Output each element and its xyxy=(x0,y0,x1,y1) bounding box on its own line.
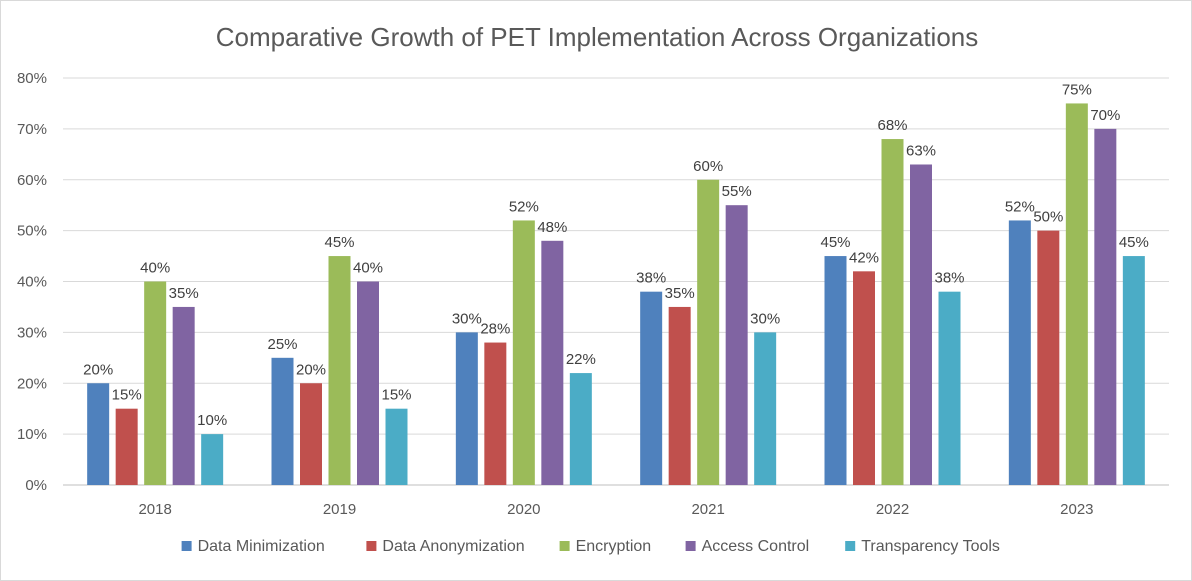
data-label: 60% xyxy=(693,158,723,175)
legend-item-data-anonymization: Data Anonymization xyxy=(366,538,525,555)
legend-item-access-control: Access Control xyxy=(685,538,810,555)
legend-item-encryption: Encryption xyxy=(559,538,652,555)
data-label: 38% xyxy=(934,270,964,287)
data-label: 10% xyxy=(197,412,227,429)
data-label: 55% xyxy=(722,183,752,200)
y-tick-label: 80% xyxy=(17,70,47,87)
y-axis-ticks: 0% 10% 20% 30% 40% 50% 60% 70% 80% xyxy=(17,70,47,494)
bar-encryption-2019 xyxy=(328,256,351,485)
data-label: 35% xyxy=(665,285,695,302)
bar-transparency-tools-2021 xyxy=(754,332,777,485)
bar-data-anonymization-2020 xyxy=(484,342,507,485)
bar-data-minimization-2018 xyxy=(87,383,110,485)
data-label: 15% xyxy=(381,387,411,404)
y-tick-label: 20% xyxy=(17,375,47,392)
bar-access-control-2018 xyxy=(172,306,195,485)
data-label: 30% xyxy=(452,310,482,327)
bar-encryption-2022 xyxy=(881,139,904,486)
data-label: 20% xyxy=(83,361,113,378)
bar-data-minimization-2020 xyxy=(455,332,478,485)
data-label: 40% xyxy=(140,260,170,277)
bar-data-anonymization-2018 xyxy=(115,408,138,485)
data-label: 45% xyxy=(820,234,850,251)
x-tick-label: 2021 xyxy=(691,501,724,518)
bar-data-minimization-2022 xyxy=(824,256,847,485)
x-tick-label: 2020 xyxy=(507,501,540,518)
y-tick-label: 40% xyxy=(17,274,47,291)
data-label: 35% xyxy=(169,285,199,302)
data-label: 25% xyxy=(267,336,297,353)
bar-access-control-2020 xyxy=(541,240,564,485)
bar-transparency-tools-2020 xyxy=(569,373,592,485)
bar-data-anonymization-2023 xyxy=(1037,230,1060,485)
data-label: 68% xyxy=(877,117,907,134)
bar-access-control-2021 xyxy=(725,205,748,485)
data-label: 15% xyxy=(112,387,142,404)
data-label: 20% xyxy=(296,361,326,378)
data-labels: 20%15%40%35%10%25%20%45%40%15%30%28%52%4… xyxy=(83,81,1149,429)
data-label: 28% xyxy=(480,321,510,338)
data-label: 38% xyxy=(636,270,666,287)
bar-data-anonymization-2019 xyxy=(300,383,322,485)
legend-item-data-minimization: Data Minimization xyxy=(181,538,325,555)
bar-encryption-2023 xyxy=(1065,103,1088,485)
y-tick-label: 30% xyxy=(17,324,47,341)
y-tick-label: 0% xyxy=(25,477,47,494)
bar-access-control-2022 xyxy=(910,164,932,486)
data-label: 70% xyxy=(1090,107,1120,124)
bar-data-anonymization-2021 xyxy=(668,306,691,485)
data-label: 63% xyxy=(906,142,936,159)
bar-transparency-tools-2019 xyxy=(385,408,408,485)
bar-data-anonymization-2022 xyxy=(853,271,875,485)
legend-swatch xyxy=(845,541,856,551)
x-tick-label: 2018 xyxy=(138,501,171,518)
x-tick-label: 2019 xyxy=(323,501,356,518)
bar-encryption-2020 xyxy=(512,220,535,485)
chart-title: Comparative Growth of PET Implementation… xyxy=(216,22,979,52)
x-tick-label: 2022 xyxy=(876,501,909,518)
y-tick-label: 10% xyxy=(17,426,47,443)
legend-label: Transparency Tools xyxy=(861,538,1000,555)
legend-label: Data Anonymization xyxy=(382,538,524,555)
y-tick-label: 50% xyxy=(17,223,47,240)
data-label: 50% xyxy=(1033,209,1063,226)
data-label: 48% xyxy=(537,219,567,236)
bar-transparency-tools-2018 xyxy=(201,434,224,485)
legend-label: Access Control xyxy=(702,538,810,555)
legend-label: Encryption xyxy=(576,538,652,555)
data-label: 40% xyxy=(353,260,383,277)
x-axis-ticks: 2018 2019 2020 2021 2022 2023 xyxy=(138,501,1093,518)
y-tick-label: 70% xyxy=(17,121,47,138)
bar-access-control-2019 xyxy=(357,281,379,485)
y-tick-label: 60% xyxy=(17,172,47,189)
bar-data-minimization-2023 xyxy=(1008,220,1031,485)
gridlines xyxy=(63,77,1169,486)
data-label: 22% xyxy=(566,351,596,368)
bars xyxy=(87,103,1145,486)
bar-transparency-tools-2022 xyxy=(938,291,961,485)
data-label: 52% xyxy=(509,198,539,215)
bar-encryption-2021 xyxy=(697,179,720,485)
legend-swatch xyxy=(181,541,192,551)
legend-swatch xyxy=(559,541,570,551)
legend: Data Minimization Data Anonymization Encry… xyxy=(181,538,1000,555)
legend-swatch xyxy=(366,541,377,551)
data-label: 52% xyxy=(1005,198,1035,215)
x-tick-label: 2023 xyxy=(1060,501,1093,518)
data-label: 30% xyxy=(750,310,780,327)
bar-data-minimization-2021 xyxy=(640,291,663,485)
data-label: 45% xyxy=(324,234,354,251)
data-label: 75% xyxy=(1062,81,1092,98)
legend-item-transparency-tools: Transparency Tools xyxy=(845,538,1000,555)
data-label: 45% xyxy=(1119,234,1149,251)
bar-data-minimization-2019 xyxy=(271,357,294,485)
bar-access-control-2023 xyxy=(1094,128,1117,485)
bar-encryption-2018 xyxy=(144,281,167,485)
bar-transparency-tools-2023 xyxy=(1122,256,1145,485)
legend-swatch xyxy=(685,541,696,551)
data-label: 42% xyxy=(849,249,879,266)
legend-label: Data Minimization xyxy=(198,538,325,555)
